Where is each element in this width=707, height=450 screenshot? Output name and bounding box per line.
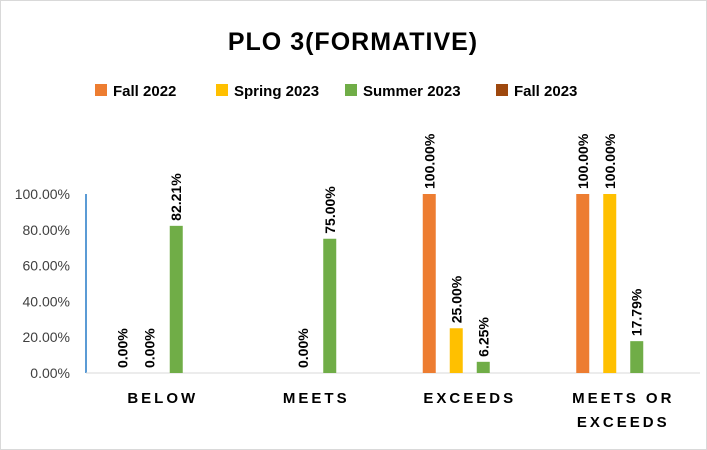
y-tick-label: 40.00%	[23, 293, 70, 309]
data-label: 0.00%	[114, 328, 130, 368]
data-label: 25.00%	[448, 275, 464, 323]
x-category-label: MEETS OR	[572, 390, 674, 407]
y-tick-label: 20.00%	[23, 329, 70, 345]
data-label: 0.00%	[295, 328, 311, 368]
legend-swatch	[496, 84, 508, 96]
x-category-label: EXCEEDS	[423, 390, 516, 407]
data-label: 0.00%	[141, 328, 157, 368]
y-tick-label: 60.00%	[23, 258, 70, 274]
legend-label: Summer 2023	[363, 83, 461, 100]
x-category-label: EXCEEDS	[577, 414, 670, 431]
bar	[476, 361, 490, 373]
bar	[603, 194, 617, 373]
data-label: 100.00%	[575, 133, 591, 189]
legend-label: Fall 2023	[514, 83, 577, 100]
x-category-label: MEETS	[283, 390, 350, 407]
y-tick-label: 100.00%	[15, 186, 70, 202]
legend-swatch	[216, 84, 228, 96]
y-tick-label: 0.00%	[30, 365, 70, 381]
data-label: 100.00%	[602, 133, 618, 189]
data-label: 17.79%	[629, 288, 645, 336]
bar	[630, 341, 644, 373]
data-label: 82.21%	[168, 173, 184, 221]
bar	[422, 194, 436, 373]
bar	[576, 194, 590, 373]
bar	[323, 238, 337, 373]
data-label: 100.00%	[421, 133, 437, 189]
legend-swatch	[345, 84, 357, 96]
data-label: 6.25%	[475, 317, 491, 357]
bar	[449, 328, 463, 373]
x-category-label: BELOW	[127, 390, 198, 407]
data-label: 75.00%	[322, 186, 338, 234]
legend-label: Spring 2023	[234, 83, 319, 100]
chart-title: PLO 3(FORMATIVE)	[228, 28, 478, 56]
bar	[169, 225, 183, 373]
legend-label: Fall 2022	[113, 83, 176, 100]
y-tick-label: 80.00%	[23, 222, 70, 238]
legend-swatch	[95, 84, 107, 96]
